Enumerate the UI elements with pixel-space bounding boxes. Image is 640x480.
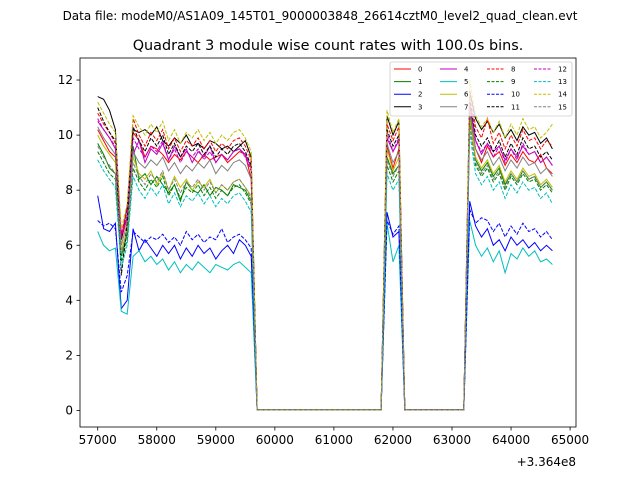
x-tick-label: 62000 [374,433,412,447]
legend-label-2: 2 [418,91,422,99]
x-axis: 57000 58000 59000 60000 61000 62000 63000 64000… [79,427,589,447]
axes-frame [79,57,577,428]
legend-label-5: 5 [464,78,468,86]
x-tick-label: 57000 [79,433,117,447]
x-tick-label: 64000 [492,433,530,447]
figure-suptitle: Data file: modeM0/AS1A09_145T01_90000038… [63,9,578,23]
legend-label-12: 12 [558,66,567,74]
y-tick-label: 10 [58,128,73,142]
series-line-15 [97,126,553,411]
y-axis: 0 2 4 6 8 10 12 [58,73,80,417]
y-tick-label: 2 [65,348,73,362]
legend-label-1: 1 [418,78,422,86]
legend-label-11: 11 [511,103,520,111]
legend-label-7: 7 [464,103,468,111]
legend-label-0: 0 [418,66,422,74]
legend-label-13: 13 [558,78,567,86]
legend-label-9: 9 [511,78,515,86]
legend-label-14: 14 [558,91,567,99]
chart-title: Quadrant 3 module wise count rates with … [133,38,524,54]
x-axis-offset-label: +3.364e8 [517,455,576,469]
legend-label-15: 15 [558,103,567,111]
x-tick-label: 61000 [315,433,353,447]
x-tick-label: 65000 [551,433,589,447]
y-tick-label: 8 [65,183,73,197]
x-tick-label: 59000 [197,433,235,447]
y-tick-label: 4 [65,293,73,307]
series-layer [97,79,553,411]
x-tick-label: 63000 [433,433,471,447]
y-tick-label: 6 [65,238,73,252]
legend-label-10: 10 [511,91,520,99]
legend-label-3: 3 [418,103,422,111]
legend-box [389,61,573,117]
plot-area: 57000 58000 59000 60000 61000 62000 63000 64000… [58,57,589,469]
legend-label-4: 4 [464,66,469,74]
x-tick-label: 60000 [256,433,294,447]
series-line-14 [97,79,553,411]
x-tick-label: 58000 [138,433,176,447]
y-tick-label: 12 [58,73,73,87]
legend-label-8: 8 [511,66,515,74]
legend-label-6: 6 [464,91,469,99]
y-tick-label: 0 [65,403,73,417]
